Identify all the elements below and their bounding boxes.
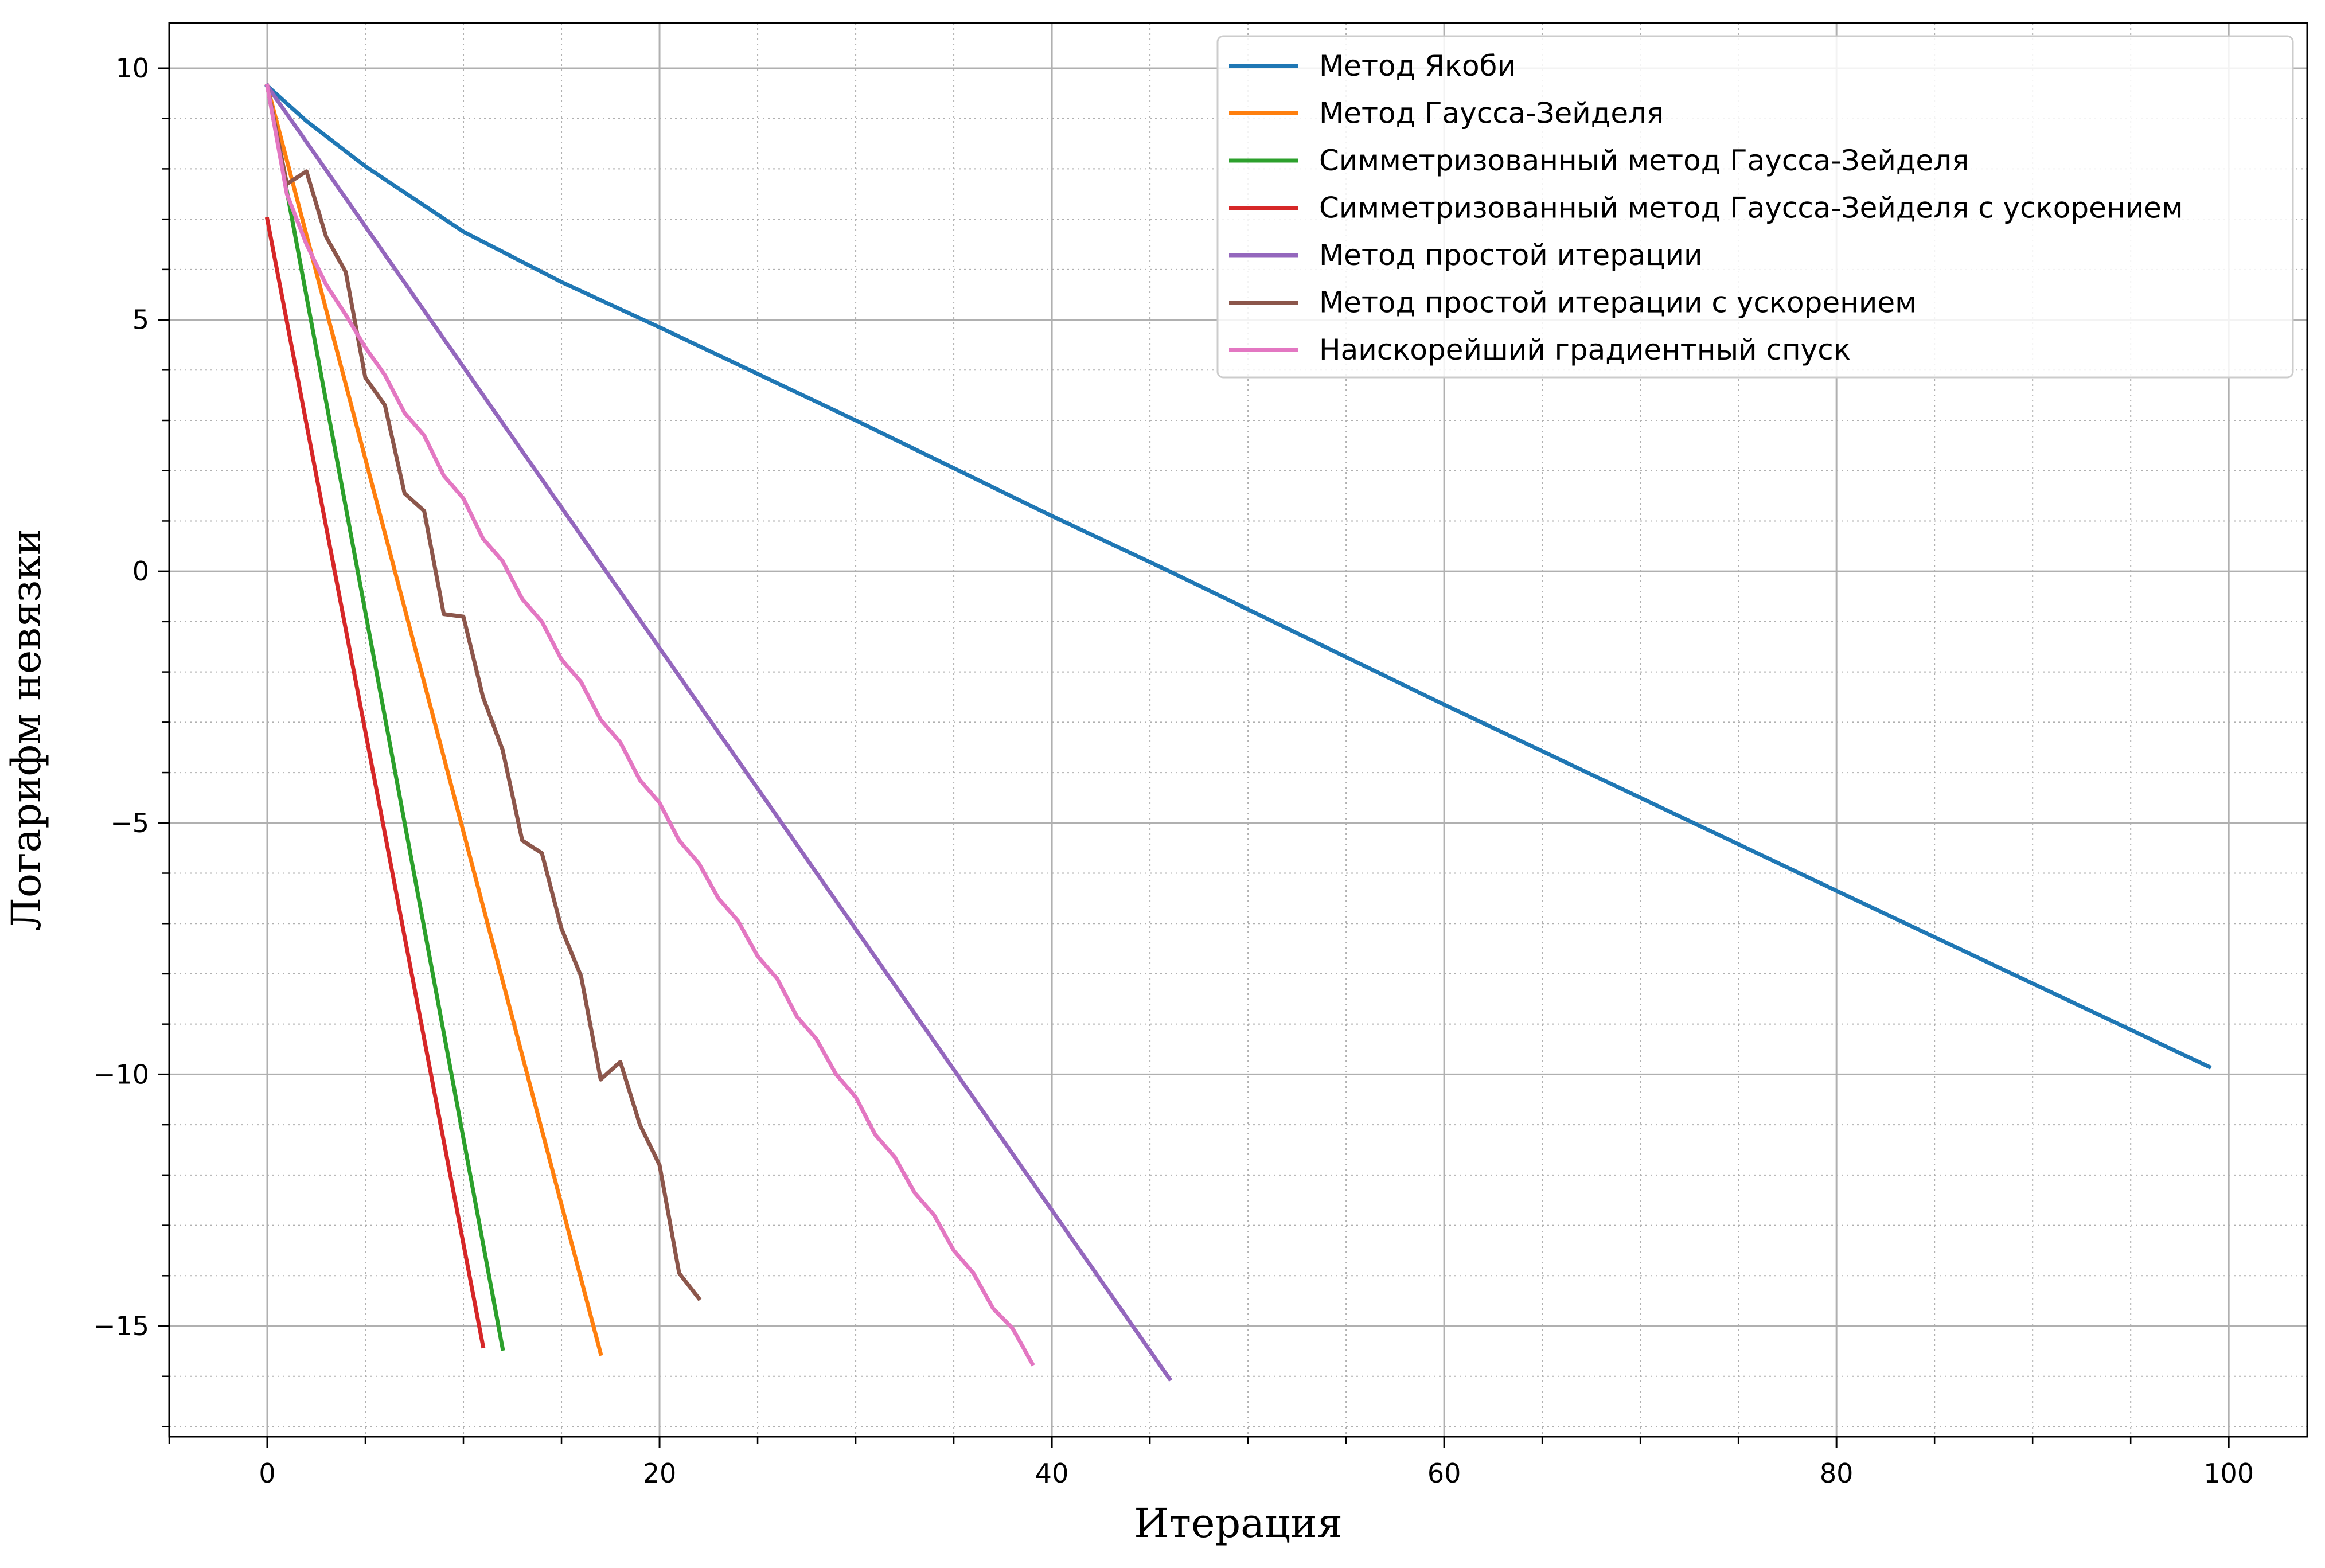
legend-label: Наискорейший градиентный спуск [1319, 333, 1851, 366]
legend-label: Метод Якоби [1319, 49, 1516, 83]
legend: Метод Якоби Метод Гаусса-Зейделя Симметриз… [1216, 35, 2294, 379]
y-tick-label: −5 [110, 808, 149, 838]
x-tick-label: 20 [643, 1458, 677, 1489]
x-tick-label: 0 [259, 1458, 275, 1489]
legend-label: Симметризованный метод Гаусса-Зейделя [1319, 144, 1969, 177]
series-line-1 [264, 83, 2212, 1070]
ticks-layer [158, 67, 2230, 1448]
legend-label: Метод простой итерации с ускорением [1319, 286, 1917, 319]
legend-label: Симметризованный метод Гаусса-Зейделя с … [1319, 192, 2183, 225]
series-line-7 [264, 83, 1035, 1367]
series-line-4 [264, 217, 486, 1349]
x-tick-label: 100 [2203, 1458, 2254, 1489]
y-tick-label: 0 [132, 556, 149, 587]
x-tick-label: 60 [1427, 1458, 1461, 1489]
y-tick-label: 5 [132, 305, 149, 336]
legend-frame [1216, 35, 2294, 379]
y-tick-label: 10 [115, 53, 149, 84]
tick-labels: 0 20 40 60 80 100 10 5 0 −5 −10 −15 [93, 53, 2254, 1489]
series-line-2 [264, 83, 603, 1356]
plot-frame [168, 22, 2308, 1438]
series-layer [264, 83, 2212, 1382]
legend-label: Метод простой итерации [1319, 239, 1702, 272]
series-line-6 [264, 83, 702, 1301]
y-tick-label: −10 [93, 1059, 149, 1090]
x-tick-label: 40 [1035, 1458, 1069, 1489]
legend-label: Метод Гаусса-Зейделя [1319, 97, 1664, 130]
y-axis-title: Логарифм невязки [3, 528, 50, 931]
series-line-3 [264, 83, 505, 1351]
series-line-5 [264, 83, 1173, 1382]
x-axis-title: Итерация [1134, 1500, 1343, 1547]
x-tick-label: 80 [1820, 1458, 1854, 1489]
y-tick-label: −15 [93, 1310, 149, 1341]
